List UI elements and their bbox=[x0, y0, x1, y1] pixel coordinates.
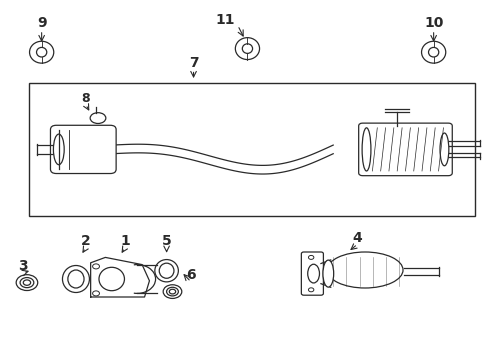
Text: 1: 1 bbox=[120, 234, 130, 248]
Ellipse shape bbox=[155, 260, 178, 282]
Ellipse shape bbox=[93, 264, 99, 269]
Ellipse shape bbox=[16, 275, 38, 291]
Text: 7: 7 bbox=[189, 56, 198, 70]
Text: 9: 9 bbox=[37, 17, 47, 30]
Bar bbox=[29, 83, 475, 216]
Ellipse shape bbox=[37, 48, 47, 57]
Ellipse shape bbox=[24, 280, 30, 285]
Ellipse shape bbox=[170, 289, 175, 294]
Ellipse shape bbox=[429, 48, 439, 57]
Ellipse shape bbox=[93, 291, 99, 296]
FancyBboxPatch shape bbox=[50, 125, 116, 174]
Text: 3: 3 bbox=[18, 260, 28, 273]
Ellipse shape bbox=[159, 263, 174, 278]
Ellipse shape bbox=[99, 267, 124, 291]
Ellipse shape bbox=[90, 113, 106, 123]
Text: 8: 8 bbox=[81, 93, 90, 105]
Ellipse shape bbox=[243, 44, 252, 53]
Text: 10: 10 bbox=[424, 17, 443, 30]
Ellipse shape bbox=[62, 266, 89, 292]
Ellipse shape bbox=[53, 134, 64, 165]
Ellipse shape bbox=[308, 264, 319, 283]
Ellipse shape bbox=[309, 288, 314, 292]
FancyBboxPatch shape bbox=[359, 123, 452, 176]
Ellipse shape bbox=[163, 285, 182, 298]
Ellipse shape bbox=[235, 38, 260, 59]
Text: 6: 6 bbox=[186, 269, 196, 282]
Text: 4: 4 bbox=[353, 231, 363, 244]
Ellipse shape bbox=[68, 270, 84, 288]
Text: 5: 5 bbox=[162, 234, 172, 248]
Ellipse shape bbox=[362, 128, 371, 171]
Text: 11: 11 bbox=[216, 13, 235, 27]
Ellipse shape bbox=[29, 41, 54, 63]
FancyBboxPatch shape bbox=[301, 252, 323, 295]
Ellipse shape bbox=[167, 287, 178, 296]
Polygon shape bbox=[91, 257, 149, 297]
Ellipse shape bbox=[323, 260, 334, 287]
Ellipse shape bbox=[421, 41, 446, 63]
Ellipse shape bbox=[327, 252, 403, 288]
Text: 2: 2 bbox=[81, 234, 91, 248]
Ellipse shape bbox=[309, 256, 314, 259]
Ellipse shape bbox=[20, 278, 34, 288]
Ellipse shape bbox=[440, 133, 449, 166]
